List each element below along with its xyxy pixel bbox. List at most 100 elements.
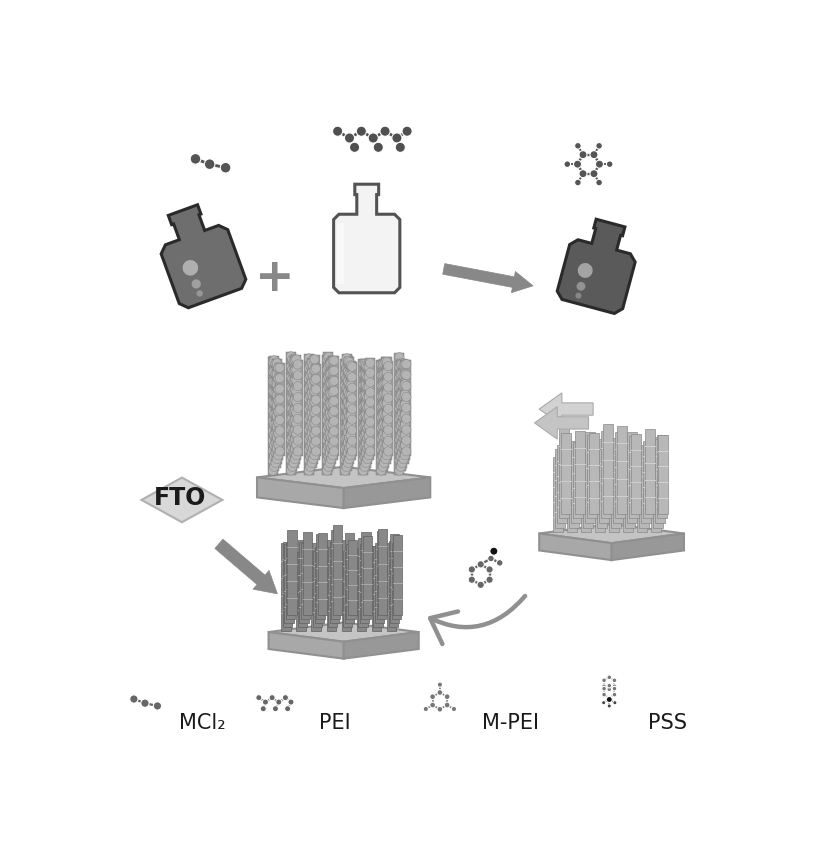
Polygon shape: [301, 543, 310, 619]
Circle shape: [350, 142, 360, 152]
Circle shape: [197, 290, 203, 296]
Circle shape: [272, 433, 281, 442]
Circle shape: [289, 387, 298, 397]
Polygon shape: [616, 426, 626, 514]
Circle shape: [399, 382, 408, 392]
Circle shape: [307, 429, 316, 438]
Circle shape: [270, 451, 279, 461]
Circle shape: [402, 360, 411, 369]
Polygon shape: [601, 430, 611, 519]
Circle shape: [400, 450, 410, 460]
Circle shape: [399, 392, 408, 402]
Polygon shape: [161, 205, 246, 308]
Circle shape: [384, 383, 393, 392]
Circle shape: [271, 429, 280, 438]
Circle shape: [310, 429, 319, 439]
Circle shape: [309, 402, 318, 412]
Circle shape: [400, 390, 410, 399]
Circle shape: [275, 384, 284, 393]
Circle shape: [346, 450, 356, 460]
Circle shape: [378, 401, 388, 410]
Circle shape: [328, 450, 337, 460]
Circle shape: [309, 455, 318, 464]
Circle shape: [379, 429, 388, 438]
Circle shape: [268, 367, 277, 376]
Circle shape: [274, 429, 283, 438]
Circle shape: [347, 425, 356, 434]
Circle shape: [359, 381, 368, 390]
Circle shape: [399, 444, 408, 453]
Circle shape: [365, 421, 374, 430]
Circle shape: [607, 704, 611, 708]
Circle shape: [361, 370, 370, 380]
Circle shape: [327, 444, 336, 453]
Circle shape: [293, 436, 302, 445]
Circle shape: [272, 706, 278, 711]
Circle shape: [379, 389, 388, 398]
Circle shape: [291, 355, 300, 365]
Circle shape: [365, 441, 374, 450]
Polygon shape: [333, 184, 400, 293]
Polygon shape: [142, 477, 222, 522]
Circle shape: [291, 455, 300, 464]
Circle shape: [268, 407, 277, 416]
Polygon shape: [291, 354, 301, 460]
Circle shape: [361, 409, 370, 418]
Circle shape: [274, 374, 283, 383]
Circle shape: [398, 429, 407, 438]
Circle shape: [291, 434, 300, 444]
Circle shape: [346, 411, 356, 420]
Circle shape: [311, 416, 320, 425]
Polygon shape: [328, 547, 337, 627]
Circle shape: [345, 411, 354, 420]
Circle shape: [286, 383, 295, 392]
Circle shape: [377, 466, 386, 475]
Circle shape: [398, 439, 407, 448]
Polygon shape: [328, 356, 337, 460]
Polygon shape: [316, 534, 325, 619]
Circle shape: [293, 414, 302, 424]
Circle shape: [378, 431, 388, 440]
Circle shape: [381, 455, 390, 464]
Circle shape: [328, 440, 337, 450]
Circle shape: [377, 445, 386, 454]
Circle shape: [289, 448, 298, 457]
Circle shape: [341, 402, 350, 411]
Circle shape: [153, 701, 161, 710]
Circle shape: [612, 678, 616, 683]
Polygon shape: [257, 466, 430, 488]
Polygon shape: [637, 449, 647, 532]
Circle shape: [307, 368, 316, 377]
Circle shape: [275, 447, 284, 456]
Circle shape: [395, 373, 404, 382]
Polygon shape: [326, 358, 337, 464]
Circle shape: [399, 434, 408, 443]
Circle shape: [305, 374, 314, 383]
Polygon shape: [629, 436, 639, 519]
Circle shape: [343, 377, 352, 386]
Circle shape: [365, 382, 374, 392]
Circle shape: [380, 126, 390, 136]
Circle shape: [327, 369, 336, 378]
Circle shape: [396, 411, 406, 420]
Circle shape: [293, 392, 302, 402]
Polygon shape: [348, 540, 357, 616]
Polygon shape: [374, 546, 383, 627]
Circle shape: [307, 408, 316, 418]
Polygon shape: [300, 542, 309, 623]
Circle shape: [323, 402, 333, 412]
Circle shape: [360, 370, 370, 379]
Circle shape: [310, 386, 319, 396]
Circle shape: [293, 360, 302, 369]
Polygon shape: [625, 452, 635, 528]
Circle shape: [396, 431, 406, 440]
Circle shape: [291, 415, 300, 424]
Circle shape: [402, 370, 411, 380]
Circle shape: [323, 436, 332, 445]
Polygon shape: [343, 551, 352, 627]
Circle shape: [310, 354, 319, 364]
Circle shape: [323, 466, 332, 475]
Circle shape: [342, 452, 351, 461]
Circle shape: [613, 701, 617, 705]
Circle shape: [590, 169, 598, 178]
